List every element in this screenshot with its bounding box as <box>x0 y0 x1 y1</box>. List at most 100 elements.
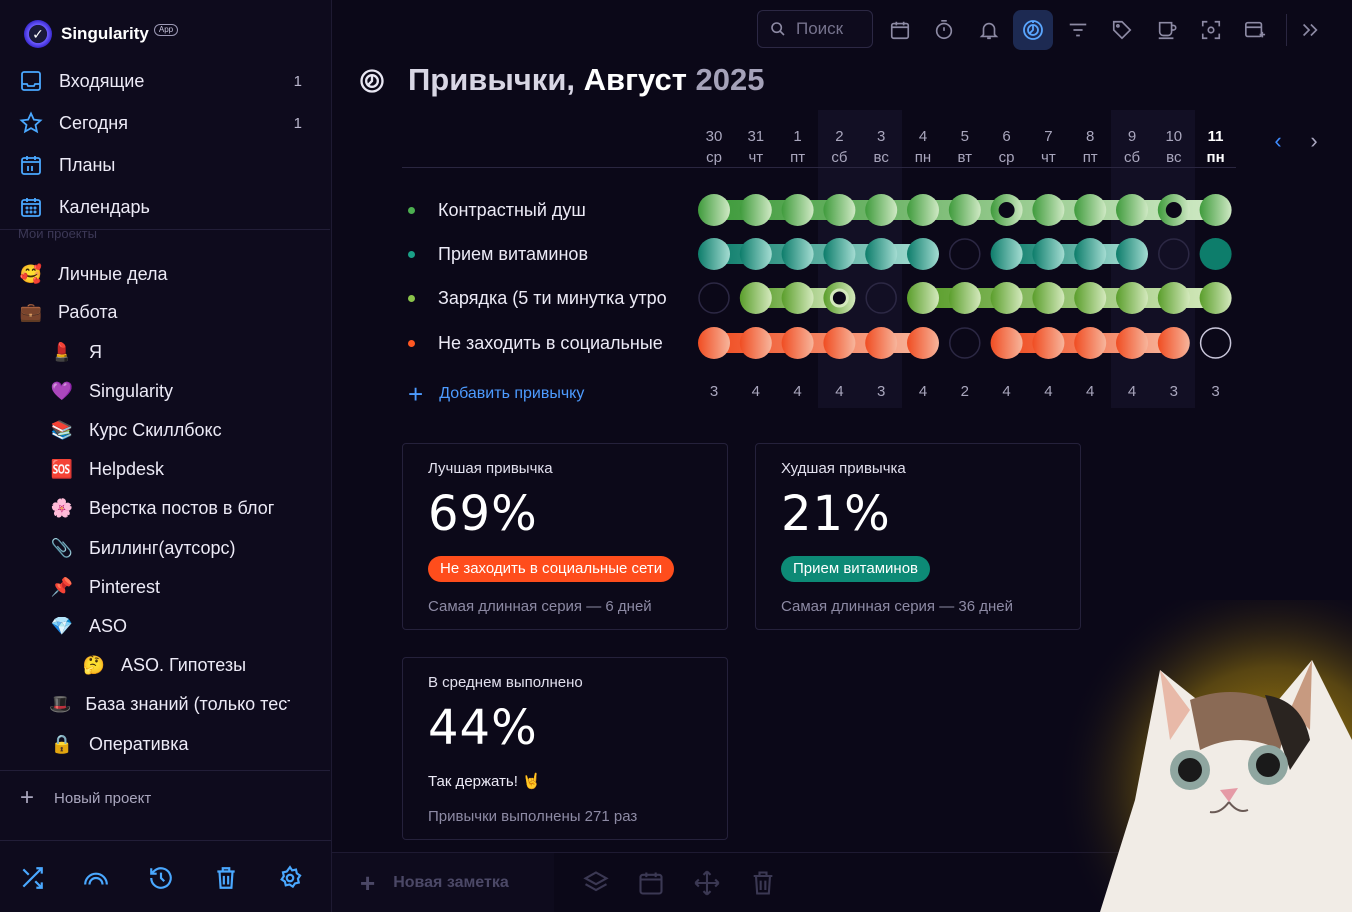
project-item[interactable]: 💄 Я <box>49 334 290 370</box>
habit-cell[interactable] <box>1074 327 1107 359</box>
new-project-button[interactable]: + Новый проект <box>20 786 151 810</box>
day-header[interactable]: 4 пн <box>902 126 944 168</box>
project-item[interactable]: 🎩 База знаний (только тест) <box>49 687 290 723</box>
nav-inbox[interactable]: Входящие 1 <box>0 61 330 101</box>
habit-cell[interactable] <box>865 327 898 359</box>
habit-cell[interactable] <box>1116 238 1148 270</box>
habit-cell[interactable] <box>990 282 1023 314</box>
habit-row[interactable]: Прием витаминов <box>402 236 668 272</box>
habit-cell-empty[interactable] <box>949 238 981 270</box>
trash-icon[interactable] <box>749 869 777 897</box>
habit-cell-empty[interactable] <box>949 327 981 359</box>
habit-cell[interactable] <box>907 238 939 270</box>
brand[interactable]: ✓ Singularity App <box>24 20 179 48</box>
window-add-icon[interactable] <box>1235 10 1275 50</box>
habit-cell-empty[interactable] <box>865 282 897 314</box>
project-item[interactable]: 📌 Pinterest <box>49 569 290 605</box>
worst-habit-pill[interactable]: Прием витаминов <box>781 556 931 582</box>
habit-streak[interactable] <box>907 282 1232 314</box>
day-header[interactable]: 3 вс <box>860 126 902 168</box>
add-habit-button[interactable]: + Добавить привычку <box>408 381 584 407</box>
habit-cell[interactable] <box>823 327 856 359</box>
day-header[interactable]: 10 вс <box>1153 126 1195 168</box>
habits-icon[interactable] <box>1013 10 1053 50</box>
project-item[interactable]: 🆘 Helpdesk <box>49 452 290 488</box>
day-header[interactable]: 8 пт <box>1069 126 1111 168</box>
habit-cell[interactable] <box>1199 194 1232 226</box>
day-header[interactable]: 7 чт <box>1027 126 1069 168</box>
day-header[interactable]: 2 сб <box>818 126 860 168</box>
habit-cell[interactable] <box>1032 327 1065 359</box>
project-item[interactable]: 💼 Работа <box>18 294 290 330</box>
habit-streak[interactable] <box>990 327 1190 359</box>
habit-cell[interactable] <box>1074 282 1107 314</box>
habit-cell[interactable] <box>1199 282 1232 314</box>
history-icon[interactable] <box>148 865 174 891</box>
day-header[interactable]: 5 вт <box>944 126 986 168</box>
habit-row[interactable]: Зарядка (5 ти минутка утром) <box>402 280 668 316</box>
project-item[interactable]: 🔒 Оперативка <box>49 726 290 762</box>
day-header[interactable]: 31 чт <box>735 126 777 168</box>
habit-cell[interactable] <box>1116 194 1148 226</box>
day-header[interactable]: 30 ср <box>693 126 735 168</box>
habit-streak[interactable] <box>739 282 856 314</box>
habit-streak[interactable] <box>698 327 939 359</box>
habit-cell[interactable] <box>948 282 981 314</box>
habit-cell[interactable] <box>1074 238 1107 270</box>
habit-cell[interactable] <box>865 194 898 226</box>
habit-cell[interactable] <box>1074 194 1107 226</box>
best-habit-pill[interactable]: Не заходить в социальные сети <box>428 556 675 582</box>
habit-row[interactable]: Контрастный душ <box>402 192 668 228</box>
habit-cell[interactable] <box>739 238 772 270</box>
move-icon[interactable] <box>693 869 721 897</box>
habit-streak[interactable] <box>698 238 939 270</box>
habit-cell-empty[interactable] <box>1199 327 1232 359</box>
day-header[interactable]: 6 ср <box>986 126 1028 168</box>
nav-calendar[interactable]: Календарь <box>0 187 330 227</box>
habit-cell[interactable] <box>1116 327 1148 359</box>
project-item[interactable]: 📎 Биллинг(аутсорс) <box>49 530 290 566</box>
habit-cell[interactable] <box>781 194 814 226</box>
nav-today[interactable]: Сегодня 1 <box>0 103 330 143</box>
habit-cell[interactable] <box>823 194 856 226</box>
timer-icon[interactable] <box>924 10 964 50</box>
habit-cell[interactable] <box>907 194 939 226</box>
habit-cell[interactable] <box>1157 282 1190 314</box>
habit-cell[interactable] <box>698 327 730 359</box>
habit-cell[interactable] <box>865 238 898 270</box>
nav-plans[interactable]: Планы <box>0 145 330 185</box>
filter-icon[interactable] <box>1058 10 1098 50</box>
next-week-button[interactable]: › <box>1310 128 1318 153</box>
project-item[interactable]: 🌸 Верстка постов в блог <box>49 491 290 527</box>
trash-icon[interactable] <box>213 865 239 891</box>
habit-cell-empty[interactable] <box>698 282 730 314</box>
habit-cell[interactable] <box>781 238 814 270</box>
shuffle-icon[interactable] <box>19 865 45 891</box>
calendar-icon[interactable] <box>880 10 920 50</box>
habit-cell-empty[interactable] <box>1158 238 1190 270</box>
focus-icon[interactable] <box>1191 10 1231 50</box>
habit-cell[interactable] <box>1157 327 1190 359</box>
habit-cell[interactable] <box>823 238 856 270</box>
tag-icon[interactable] <box>1102 10 1142 50</box>
habit-cell[interactable] <box>698 238 730 270</box>
project-item[interactable]: 📚 Курс Скиллбокс <box>49 412 290 448</box>
habit-streak[interactable] <box>698 194 1232 226</box>
habit-cell[interactable] <box>1116 282 1148 314</box>
habit-cell[interactable] <box>1032 282 1065 314</box>
habit-cell[interactable] <box>781 327 814 359</box>
collapse-icon[interactable] <box>1290 10 1330 50</box>
day-header[interactable]: 1 пт <box>777 126 819 168</box>
habit-cell[interactable] <box>907 327 939 359</box>
day-header[interactable]: 11 пн <box>1195 126 1237 168</box>
habit-cell[interactable] <box>990 238 1023 270</box>
search-input[interactable]: Поиск <box>757 10 873 48</box>
habit-streak[interactable] <box>990 238 1148 270</box>
habit-cell[interactable] <box>1032 238 1065 270</box>
habit-cell[interactable] <box>739 327 772 359</box>
habit-cell[interactable] <box>698 194 730 226</box>
habit-cell[interactable] <box>739 194 772 226</box>
habit-cell[interactable] <box>907 282 939 314</box>
day-header[interactable]: 9 сб <box>1111 126 1153 168</box>
layers-icon[interactable] <box>582 869 610 897</box>
